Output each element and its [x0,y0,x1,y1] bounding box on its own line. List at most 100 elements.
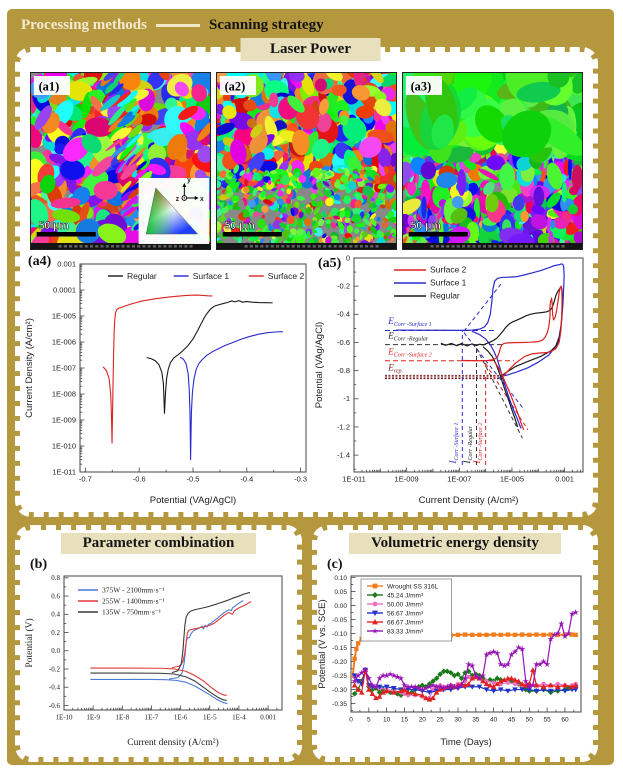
svg-text:1E-011: 1E-011 [342,475,366,484]
svg-text:Wrought SS 316L: Wrought SS 316L [387,584,439,591]
svg-text:10: 10 [383,717,391,724]
svg-text:-0.20: -0.20 [332,659,347,666]
svg-text:66.67 J/mm³: 66.67 J/mm³ [387,620,424,627]
panel-c: Volumetric energy density (c) 0 5 10 15 20 25… [312,525,598,762]
svg-text:1E-9: 1E-9 [86,714,100,722]
svg-text:-0.4: -0.4 [49,684,61,692]
figure-background: Processing methods Scanning strategy Las… [7,9,614,765]
svg-text:0.6: 0.6 [51,592,60,600]
svg-text:-1.2: -1.2 [337,422,350,431]
svg-text:1E-10: 1E-10 [55,714,73,722]
panel-label-a4: (a4) [28,254,52,269]
svg-text:375W - 2100mm·s⁻¹: 375W - 2100mm·s⁻¹ [102,586,165,595]
svg-text:-0.2: -0.2 [337,282,350,291]
svg-text:(a3): (a3) [411,79,432,93]
svg-text:Surface 2: Surface 2 [430,265,467,275]
svg-text:Surface 2: Surface 2 [268,271,305,281]
svg-text:0.0: 0.0 [51,647,60,655]
panel-c-title-row: Volumetric energy density [317,533,593,554]
chart-a4-svg: -0.7 -0.6 -0.5 -0.4 -0.3 0.001 0.0001 1E-005 1E-… [24,259,307,506]
svg-text:-0.6: -0.6 [337,338,350,347]
svg-text:-0.15: -0.15 [332,645,347,652]
svg-text:-1.4: -1.4 [337,451,350,460]
svg-text:83.33 J/mm³: 83.33 J/mm³ [387,629,424,636]
chart-a5-svg: 1E-011 1E-009 1E-007 1E-005 0.001 0 -0.2 -0.4 -0… [314,253,584,506]
svg-text:0.001: 0.001 [57,259,76,268]
svg-text:-0.30: -0.30 [332,687,347,694]
svg-text:50.00 J/mm³: 50.00 J/mm³ [387,602,424,609]
svg-text:5: 5 [367,717,371,724]
svg-text:-0.10: -0.10 [332,631,347,638]
svg-text:40: 40 [490,717,498,724]
svg-text:50: 50 [526,717,534,724]
svg-text:Surface 1: Surface 1 [430,278,467,288]
micrograph-svg-(a1): 50 μm (a1) y x z [30,72,211,250]
chart-a5: 1E-011 1E-009 1E-007 1E-005 0.001 0 -0.2 -0.4 -0… [312,252,593,508]
svg-text:45.24 J/mm³: 45.24 J/mm³ [387,593,424,600]
svg-text:-0.7: -0.7 [79,475,92,484]
svg-text:1E-006: 1E-006 [52,337,76,346]
svg-text:Surface 1: Surface 1 [193,271,230,281]
svg-text:0.10: 0.10 [334,575,347,582]
svg-text:1E-009: 1E-009 [52,415,76,424]
svg-text:Current Density (A/cm²): Current Density (A/cm²) [419,495,519,506]
svg-text:-0.6: -0.6 [49,702,61,710]
svg-text:-0.3: -0.3 [294,475,307,484]
svg-text:50 μm: 50 μm [411,220,441,232]
chart-c-svg: 0 5 10 15 20 25 30 35 40 45 50 55 60 0.10 0.05 0.00 -0.0… [317,575,582,748]
svg-text:1E-007: 1E-007 [52,363,76,372]
micrograph-a1: 50 μm (a1) y x z [30,72,211,250]
svg-text:Current Density (A/cm²): Current Density (A/cm²) [24,318,35,418]
svg-text:25: 25 [437,717,445,724]
volumetric-energy-density-tag: Volumetric energy density [349,533,561,554]
panel-b: Parameter combination (b) 1E-10 1E-9 1E-8 1… [15,525,302,762]
svg-text:Potential (V vs. SCE): Potential (V vs. SCE) [317,599,328,688]
svg-text:1E-005: 1E-005 [52,311,76,320]
laser-power-tag: Laser Power [240,38,381,61]
svg-text:0: 0 [346,253,350,262]
parameter-combination-tag: Parameter combination [60,533,257,554]
svg-text:Potential (VAg/AgCl): Potential (VAg/AgCl) [314,322,325,408]
svg-text:Regular: Regular [127,271,157,281]
panel-label-a5: (a5) [318,256,342,271]
svg-text:-0.25: -0.25 [332,673,347,680]
svg-text:50 μm: 50 μm [39,220,69,232]
svg-text:Current density (A/cm²): Current density (A/cm²) [127,737,219,748]
svg-text:0: 0 [349,717,353,724]
svg-text:20: 20 [419,717,427,724]
micrograph-a3: 50 μm (a3) [402,72,583,250]
header-processing-methods: Processing methods [21,17,147,33]
svg-text:-0.4: -0.4 [240,475,253,484]
header-divider-line [155,24,200,27]
svg-text:1E-010: 1E-010 [52,441,76,450]
svg-text:0.4: 0.4 [51,611,60,619]
panel-label-b: (b) [30,557,48,572]
svg-text:Time (Days): Time (Days) [440,737,491,748]
svg-text:1E-8: 1E-8 [116,714,130,722]
svg-text:0.00: 0.00 [334,603,347,610]
chart-a4: -0.7 -0.6 -0.5 -0.4 -0.3 0.001 0.0001 1E-005 1E-… [22,252,314,508]
header: Processing methods Scanning strategy [21,17,324,34]
svg-text:-0.6: -0.6 [133,475,146,484]
svg-text:135W - 750mm·s⁻¹: 135W - 750mm·s⁻¹ [102,608,161,617]
svg-text:1E-007: 1E-007 [447,475,471,484]
svg-text:-0.05: -0.05 [332,617,347,624]
micrograph-svg-(a2): 50 μm (a2) [216,72,397,250]
micrograph-a2: 50 μm (a2) [216,72,397,250]
svg-text:1E-009: 1E-009 [395,475,419,484]
svg-text:0.2: 0.2 [51,629,60,637]
panel-top: 50 μm (a1) y x z 50 μm (a2) 50 μm (a3) (a4) -0… [15,47,598,517]
micrograph-svg-(a3): 50 μm (a3) [402,72,583,250]
svg-text:1E-4: 1E-4 [232,714,246,722]
svg-text:0.0001: 0.0001 [53,285,76,294]
svg-text:56.67 J/mm³: 56.67 J/mm³ [387,611,424,618]
svg-text:55: 55 [544,717,552,724]
svg-text:Potential (V): Potential (V) [24,618,35,667]
svg-text:0.001: 0.001 [260,714,276,722]
svg-text:-1: -1 [343,394,350,403]
svg-text:1E-008: 1E-008 [52,389,76,398]
svg-text:-0.5: -0.5 [187,475,200,484]
svg-text:60: 60 [561,717,569,724]
svg-text:35: 35 [472,717,480,724]
